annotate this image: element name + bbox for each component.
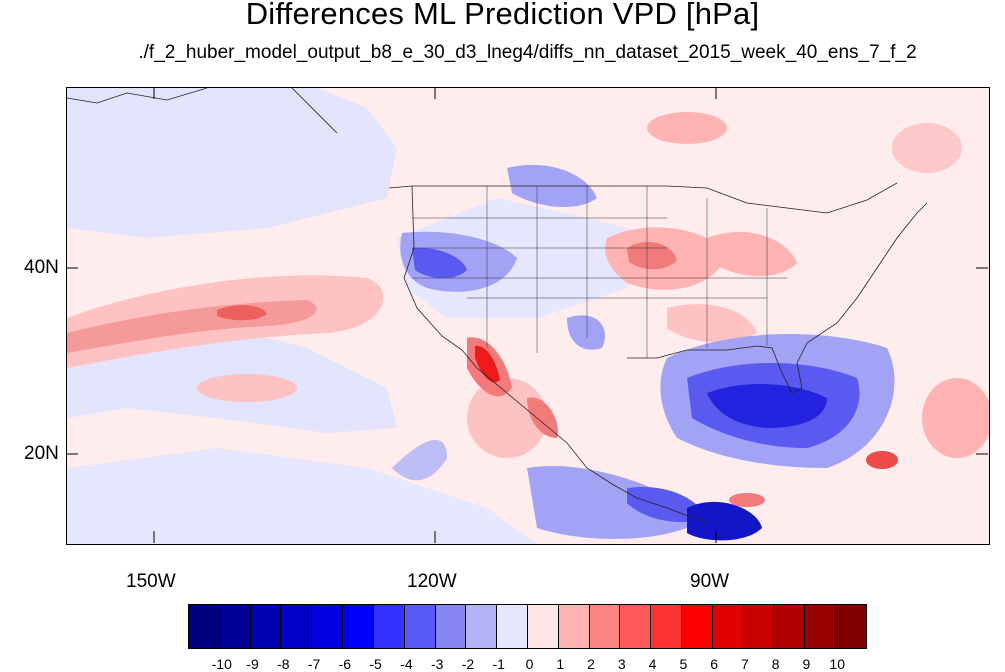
colorbar-swatch xyxy=(558,605,590,648)
positive-patch xyxy=(892,123,962,173)
colorbar-label: -1 xyxy=(492,656,505,672)
negative-patch xyxy=(392,439,447,481)
colorbar-label: 0 xyxy=(525,656,534,672)
colorbar-swatch xyxy=(774,605,806,648)
colorbar-swatch xyxy=(589,605,621,648)
colorbar-label: -6 xyxy=(338,656,352,672)
positive-patch xyxy=(922,378,989,458)
colorbar-swatch xyxy=(343,605,374,648)
coastline xyxy=(67,88,208,104)
negative-region xyxy=(67,88,397,238)
colorbar-label: 10 xyxy=(829,656,846,672)
colorbar-swatch xyxy=(250,605,282,648)
colorbar-swatch xyxy=(743,605,775,648)
coastline xyxy=(627,202,928,394)
colorbar-swatch xyxy=(836,605,866,648)
map-subtitle: ./f_2_huber_model_output_b8_e_30_d3_lneg… xyxy=(138,42,917,63)
vpd-difference-map xyxy=(67,88,989,544)
positive-patch xyxy=(527,397,558,438)
colorbar-label: 9 xyxy=(802,656,811,672)
positive-patch xyxy=(197,374,297,402)
colorbar-label: -9 xyxy=(246,656,259,672)
map-title: Differences ML Prediction VPD [hPa] xyxy=(245,0,760,31)
negative-patch xyxy=(412,247,467,279)
negative-patch xyxy=(687,501,762,541)
colorbar-label: -4 xyxy=(400,656,413,672)
colorbar-swatch xyxy=(435,605,467,648)
colorbar-swatch xyxy=(219,605,251,648)
state-borders xyxy=(412,186,787,358)
colorbar-label: -5 xyxy=(369,656,382,672)
colorbar-swatch xyxy=(682,605,713,648)
colorbar-swatch xyxy=(805,605,837,648)
lon-label-120w: 120W xyxy=(407,571,457,592)
colorbar-swatch xyxy=(189,605,220,648)
negative-patch xyxy=(567,315,606,350)
colorbar-swatch xyxy=(620,605,652,648)
colorbar-label: -7 xyxy=(307,656,321,672)
colorbar-label: 2 xyxy=(587,656,595,672)
colorbar-swatch xyxy=(373,605,405,648)
colorbar-swatch xyxy=(651,605,682,648)
colorbar-label: 4 xyxy=(648,656,657,672)
lat-label-20n: 20N xyxy=(24,443,59,464)
positive-patch xyxy=(647,112,727,144)
coastline xyxy=(388,185,708,524)
coastline xyxy=(291,88,338,134)
map-panel xyxy=(66,87,990,545)
colorbar-label: -8 xyxy=(277,656,290,672)
colorbar-label: -3 xyxy=(430,656,444,672)
colorbar-label: 6 xyxy=(710,656,719,672)
positive-band xyxy=(217,305,267,321)
positive-patch xyxy=(475,345,500,383)
colorbar-swatch xyxy=(281,605,313,648)
positive-patch xyxy=(866,451,898,469)
negative-patch xyxy=(707,383,827,428)
colorbar-label: 8 xyxy=(771,656,780,672)
colorbar-swatch xyxy=(404,605,436,648)
colorbar-label: 1 xyxy=(556,656,565,672)
colorbar-swatch xyxy=(466,605,498,648)
colorbar-swatch xyxy=(312,605,344,648)
colorbar-swatch xyxy=(712,605,744,648)
lat-label-40n: 40N xyxy=(24,257,59,278)
negative-region xyxy=(67,448,537,544)
positive-patch xyxy=(627,241,677,270)
positive-patch xyxy=(707,232,797,277)
colorbar xyxy=(188,604,867,649)
lon-label-90w: 90W xyxy=(690,571,730,592)
colorbar-swatch xyxy=(527,605,559,648)
lon-label-150w: 150W xyxy=(126,571,176,592)
positive-patch xyxy=(729,493,765,507)
colorbar-label: 5 xyxy=(679,656,688,672)
colorbar-label: 7 xyxy=(741,656,749,672)
coastline xyxy=(412,182,898,214)
colorbar-label: 3 xyxy=(617,656,626,672)
negative-patch xyxy=(527,466,707,539)
positive-patch xyxy=(667,304,757,343)
colorbar-swatch xyxy=(497,605,528,648)
colorbar-label: -10 xyxy=(211,656,232,672)
coastlines xyxy=(67,88,928,524)
colorbar-label: -2 xyxy=(461,656,475,672)
